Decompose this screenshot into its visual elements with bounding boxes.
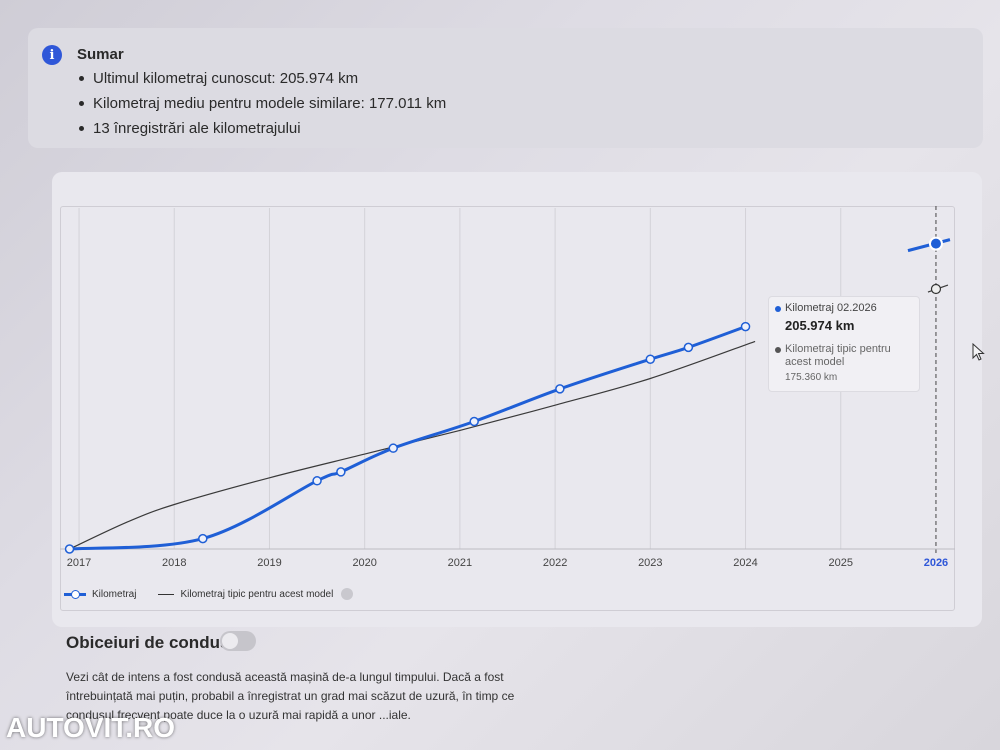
- tooltip-km-value: 205.974 km: [785, 318, 855, 333]
- info-icon: i: [42, 45, 62, 65]
- tooltip-km-marker: [775, 306, 781, 312]
- x-tick-label-2020: 2020: [352, 557, 376, 569]
- summary-title: Sumar: [77, 46, 124, 63]
- driving-habits-toggle[interactable]: [220, 631, 256, 651]
- mouse-cursor-icon: [972, 343, 985, 361]
- legend-typical-swatch: [158, 593, 175, 595]
- mileage-line: [69, 325, 747, 551]
- typical-point-latest: [930, 283, 942, 295]
- x-tick-label-2024: 2024: [733, 557, 757, 569]
- mileage-line-end: [907, 238, 951, 253]
- chart-tooltip: Kilometraj 02.2026 205.974 km Kilometraj…: [768, 296, 920, 392]
- tooltip-typical-marker: [775, 347, 781, 353]
- tooltip-typical-value: 175.360 km: [785, 372, 838, 383]
- chart-card: [52, 172, 982, 627]
- summary-item-record-count: 13 înregistrări ale kilometrajului: [78, 116, 446, 141]
- x-tick-label-2022: 2022: [543, 557, 567, 569]
- driving-habits-description: Vezi cât de intens a fost condusă aceast…: [66, 670, 515, 722]
- mileage-point-latest: [928, 236, 943, 251]
- x-tick-label-2017: 2017: [67, 557, 91, 569]
- chart-legend: Kilometraj Kilometraj tipic pentru acest…: [64, 585, 354, 603]
- legend-km-swatch: [64, 589, 86, 599]
- x-tick-label-2019: 2019: [257, 557, 281, 569]
- plot-frame: [60, 206, 955, 611]
- tooltip-typical-label: Kilometraj tipic pentru acest model: [785, 343, 891, 368]
- mileage-point-2: [312, 476, 322, 486]
- driving-habits-title: Obiceiuri de condus: [66, 633, 230, 652]
- x-tick-label-2023: 2023: [638, 557, 662, 569]
- autovit-watermark: AUTOVIT.RO: [6, 712, 176, 743]
- summary-item-last-mileage: Ultimul kilometraj cunoscut: 205.974 km: [78, 66, 446, 91]
- toggle-knob: [222, 633, 238, 649]
- mileage-point-0: [64, 544, 75, 554]
- mileage-point-7: [645, 354, 656, 364]
- legend-km-label: Kilometraj: [92, 588, 137, 600]
- mileage-point-3: [336, 467, 346, 477]
- legend-typical-label: Kilometraj tipic pentru acest model: [180, 588, 334, 600]
- legend-info-icon[interactable]: [341, 588, 354, 600]
- x-tick-label-2025: 2025: [829, 557, 853, 569]
- mileage-point-8: [683, 342, 694, 353]
- mileage-point-4: [388, 443, 398, 453]
- mileage-point-9: [740, 321, 751, 332]
- x-tick-label-2018: 2018: [162, 557, 186, 569]
- summary-list: Ultimul kilometraj cunoscut: 205.974 km …: [78, 66, 446, 141]
- typical-mileage-line: [69, 340, 756, 550]
- mileage-point-1: [198, 533, 208, 544]
- mileage-point-5: [469, 416, 479, 427]
- tooltip-km-label: Kilometraj 02.2026: [785, 302, 877, 314]
- x-tick-label-2021: 2021: [448, 557, 472, 569]
- summary-item-average-mileage: Kilometraj mediu pentru modele similare:…: [78, 91, 446, 116]
- x-tick-label-2026: 2026: [924, 557, 948, 569]
- mileage-point-6: [555, 384, 565, 394]
- summary-panel: [28, 28, 983, 148]
